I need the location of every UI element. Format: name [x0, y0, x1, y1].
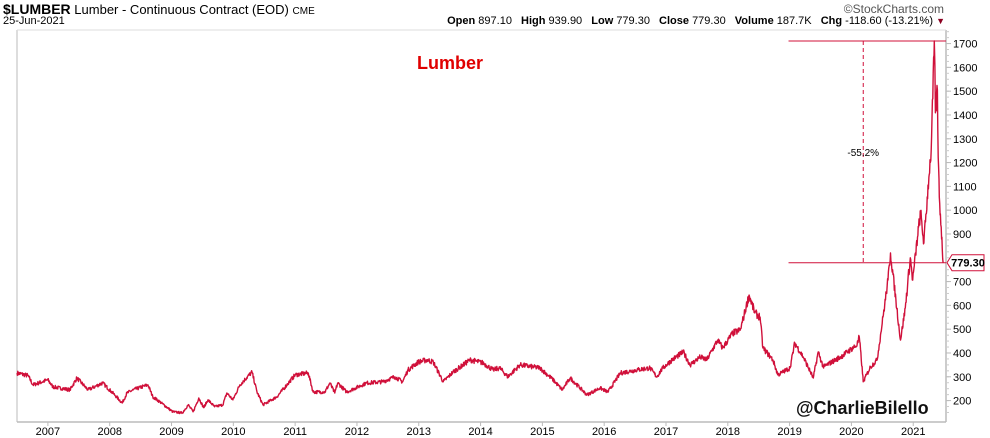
x-tick-label: 2018 [716, 426, 740, 438]
close-value: 779.30 [692, 15, 726, 27]
x-tick-label: 2020 [839, 426, 863, 438]
stockcharts-brand: ©StockCharts.com [843, 2, 944, 16]
last-value-marker: 779.30 [946, 254, 985, 272]
last-value-box [946, 254, 985, 272]
y-tick-label: 200 [953, 396, 971, 408]
x-tick-label: 2019 [777, 426, 801, 438]
chart-title: Lumber [417, 53, 483, 73]
volume-label: Volume [734, 15, 774, 27]
x-tick-label: 2009 [159, 426, 183, 438]
open-label: Open [447, 15, 476, 27]
volume-value: 187.7K [776, 15, 812, 27]
drawdown-label: -55.2% [847, 148, 879, 159]
drawdown-annotation: -55.2% [788, 40, 946, 264]
y-tick-label: 1700 [953, 39, 977, 51]
chg-value: -118.60 (-13.21%) [845, 15, 934, 27]
last-value-label: 779.30 [951, 258, 985, 270]
y-tick-label: 1200 [953, 158, 977, 170]
y-axis: 200 300 400 500 600 700 900 1000 1100 1200 1300 140… [946, 31, 977, 413]
y-tick-label: 900 [953, 229, 971, 241]
x-axis: 2007 2008 2009 2010 2011 2012 2013 2014 2015 2016… [36, 422, 925, 438]
y-tick-label: 600 [953, 300, 971, 312]
chg-label: Chg [820, 15, 843, 27]
watermark: @CharlieBilello [796, 398, 929, 418]
x-tick-label: 2010 [221, 426, 245, 438]
y-tick-label: 1400 [953, 110, 977, 122]
x-tick-label: 2017 [654, 426, 678, 438]
x-tick-label: 2015 [530, 426, 554, 438]
y-tick-label: 1500 [953, 86, 977, 98]
symbol: $LUMBER [3, 1, 71, 17]
exchange: CME [292, 6, 315, 17]
y-tick-label: 1000 [953, 205, 977, 217]
price-line [16, 40, 944, 415]
y-tick-label: 1600 [953, 62, 977, 74]
x-tick-label: 2016 [592, 426, 616, 438]
x-tick-label: 2021 [901, 426, 925, 438]
open-value: 897.10 [478, 15, 512, 27]
y-tick-label: 700 [953, 277, 971, 289]
chart-date: 25-Jun-2021 [3, 15, 65, 27]
x-tick-label: 2013 [407, 426, 431, 438]
x-tick-label: 2014 [468, 426, 492, 438]
quote-bar: Open 897.10 High 939.90 Low 779.30 Close… [441, 15, 945, 27]
x-tick-label: 2012 [345, 426, 369, 438]
high-label: High [521, 15, 546, 27]
y-tick-label: 500 [953, 324, 971, 336]
low-value: 779.30 [616, 15, 650, 27]
close-label: Close [659, 15, 689, 27]
y-tick-label: 1100 [953, 181, 977, 193]
y-tick-label: 1300 [953, 134, 977, 146]
x-tick-label: 2011 [283, 426, 307, 438]
y-tick-label: 400 [953, 348, 971, 360]
low-label: Low [591, 15, 614, 27]
x-tick-label: 2007 [36, 426, 60, 438]
price-series [16, 40, 944, 415]
triangle-down-icon: ▼ [936, 16, 945, 26]
x-tick-label: 2008 [97, 426, 121, 438]
high-value: 939.90 [548, 15, 583, 27]
y-tick-label: 300 [953, 372, 971, 384]
chart-symbol-line: $LUMBER Lumber - Continuous Contract (EO… [3, 1, 315, 17]
instrument-name: Lumber - Continuous Contract (EOD) [74, 2, 289, 17]
